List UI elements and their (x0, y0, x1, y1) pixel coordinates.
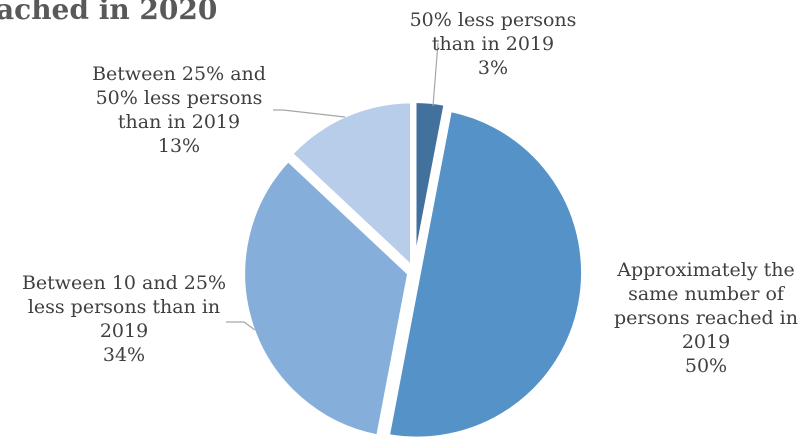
slice-label-line: 2019 (100, 320, 148, 342)
slice-label-3: Between 25% and 50% less persons than in 2… (92, 63, 266, 157)
slice-percent: 13% (158, 135, 200, 157)
leader-lines (226, 42, 439, 331)
slice-label-line: than in 2019 (118, 111, 240, 133)
leader-line-3 (273, 109, 346, 118)
leader-line-2 (226, 321, 256, 331)
slice-label-line: persons reached in (614, 307, 798, 329)
slice-percent: 34% (103, 344, 145, 366)
slice-label-line: less persons than in (28, 296, 220, 318)
slice-label-0: 50% less persons than in 2019 3% (410, 9, 577, 79)
slice-percent: 3% (478, 57, 508, 79)
slice-label-line: Between 25% and (92, 63, 266, 85)
slice-label-line: 2019 (682, 331, 730, 353)
slice-label-1: Approximately the same number of persons r… (614, 259, 798, 377)
slice-3pct (412, 99, 448, 269)
slice-50pct (385, 107, 585, 441)
slice-label-line: 50% less persons (96, 87, 263, 109)
slice-label-line: Approximately the (616, 259, 795, 281)
slice-label-line: Between 10 and 25% (22, 272, 226, 294)
pie-slices (241, 99, 585, 441)
slice-percent: 50% (685, 355, 727, 377)
chart-title: ached in 2020 (0, 0, 217, 26)
slice-label-line: same number of (628, 283, 786, 305)
slice-label-line: than in 2019 (432, 33, 554, 55)
leader-line-0 (432, 42, 439, 107)
slice-13pct (289, 99, 414, 270)
slice-label-line: 50% less persons (410, 9, 577, 31)
slice-labels: 50% less persons than in 2019 3%Approximat… (22, 9, 798, 377)
slice-34pct (241, 157, 412, 439)
slice-label-2: Between 10 and 25% less persons than in 20… (22, 272, 226, 366)
